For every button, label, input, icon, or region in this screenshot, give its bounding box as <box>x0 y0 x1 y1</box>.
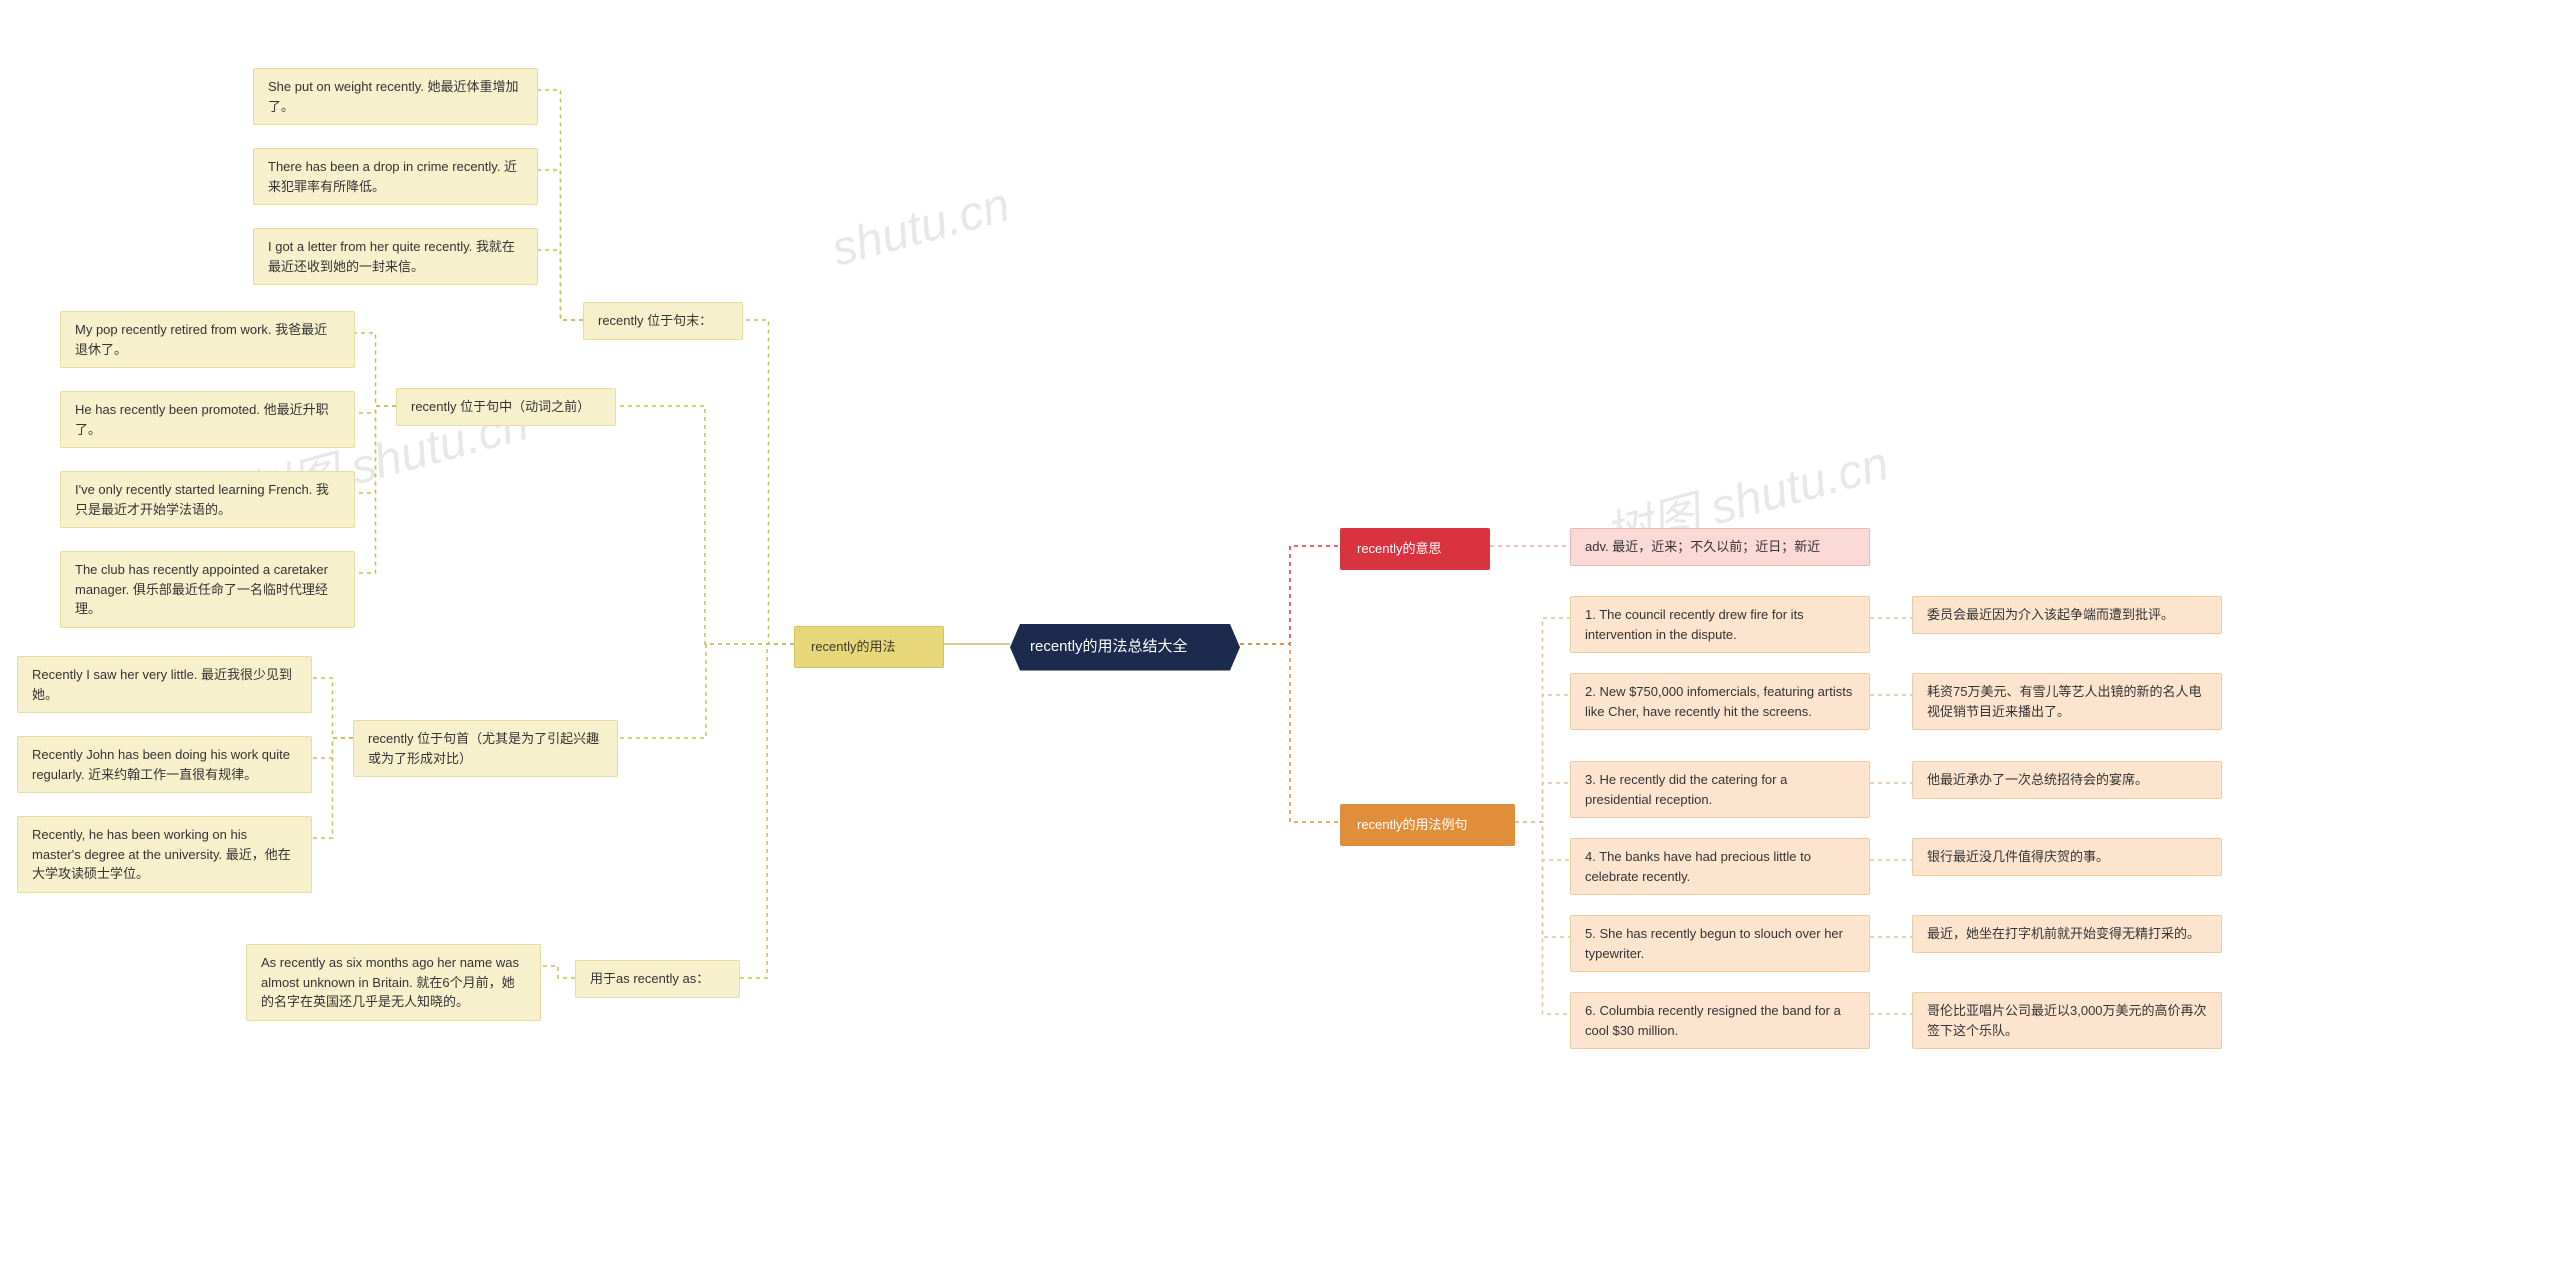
usage-sub-3-ex-1: Recently I saw her very little. 最近我很少见到她… <box>17 656 312 713</box>
usage-sub-2: recently 位于句中（动词之前） <box>396 388 616 426</box>
root-node: recently的用法总结大全 <box>1010 624 1240 671</box>
example-en-1: 1. The council recently drew fire for it… <box>1570 596 1870 653</box>
watermark-2: shutu.cn <box>826 177 1016 277</box>
usage-sub-3-ex-2: Recently John has been doing his work qu… <box>17 736 312 793</box>
usage-sub-2-ex-1: My pop recently retired from work. 我爸最近退… <box>60 311 355 368</box>
usage-sub-2-ex-4: The club has recently appointed a careta… <box>60 551 355 628</box>
example-en-6: 6. Columbia recently resigned the band f… <box>1570 992 1870 1049</box>
example-en-4: 4. The banks have had precious little to… <box>1570 838 1870 895</box>
usage-sub-3-ex-3: Recently, he has been working on his mas… <box>17 816 312 893</box>
usage-sub-1-ex-3: I got a letter from her quite recently. … <box>253 228 538 285</box>
usage-sub-4: 用于as recently as： <box>575 960 740 998</box>
example-zh-3: 他最近承办了一次总统招待会的宴席。 <box>1912 761 2222 799</box>
example-zh-6: 哥伦比亚唱片公司最近以3,000万美元的高价再次签下这个乐队。 <box>1912 992 2222 1049</box>
branch-meaning: recently的意思 <box>1340 528 1490 570</box>
usage-sub-1: recently 位于句末： <box>583 302 743 340</box>
example-zh-5: 最近，她坐在打字机前就开始变得无精打采的。 <box>1912 915 2222 953</box>
usage-sub-3: recently 位于句首（尤其是为了引起兴趣或为了形成对比） <box>353 720 618 777</box>
example-en-5: 5. She has recently begun to slouch over… <box>1570 915 1870 972</box>
usage-sub-4-ex-1: As recently as six months ago her name w… <box>246 944 541 1021</box>
example-en-2: 2. New $750,000 infomercials, featuring … <box>1570 673 1870 730</box>
branch-usage: recently的用法 <box>794 626 944 668</box>
branch-examples: recently的用法例句 <box>1340 804 1515 846</box>
usage-sub-2-ex-3: I've only recently started learning Fren… <box>60 471 355 528</box>
usage-sub-1-ex-1: She put on weight recently. 她最近体重增加了。 <box>253 68 538 125</box>
usage-sub-1-ex-2: There has been a drop in crime recently.… <box>253 148 538 205</box>
meaning-definition: adv. 最近，近来；不久以前；近日；新近 <box>1570 528 1870 566</box>
example-zh-1: 委员会最近因为介入该起争端而遭到批评。 <box>1912 596 2222 634</box>
example-zh-4: 银行最近没几件值得庆贺的事。 <box>1912 838 2222 876</box>
usage-sub-2-ex-2: He has recently been promoted. 他最近升职了。 <box>60 391 355 448</box>
example-en-3: 3. He recently did the catering for a pr… <box>1570 761 1870 818</box>
example-zh-2: 耗资75万美元、有雪儿等艺人出镜的新的名人电视促销节目近来播出了。 <box>1912 673 2222 730</box>
